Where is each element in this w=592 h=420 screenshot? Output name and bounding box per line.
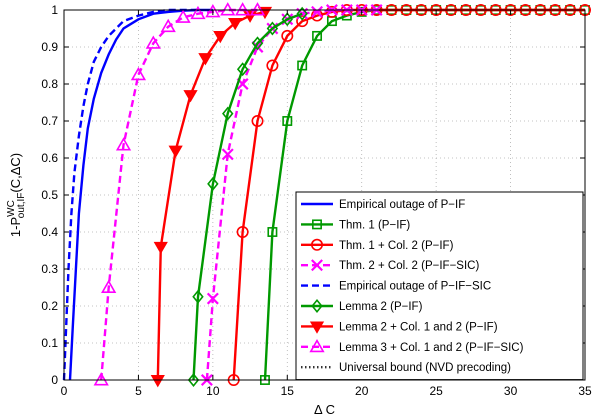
marker-diamond	[222, 106, 234, 121]
legend-entry: Thm. 1 + Col. 2 (P−IF)	[301, 238, 454, 252]
marker-diamond	[281, 12, 293, 27]
marker-circle	[281, 29, 294, 42]
y-tick-label: 0.3	[41, 262, 58, 276]
y-label-sub: out,IF	[16, 193, 27, 219]
marker-triangle-up	[205, 3, 221, 18]
legend-label: Thm. 1 (P−IF)	[339, 219, 410, 231]
marker-triangle-down	[150, 375, 165, 388]
marker-triangle-down	[183, 90, 198, 103]
legend-entry: Thm. 2 + Col. 2 (P−IF−SIC)	[301, 259, 479, 272]
y-tick-label: 0	[51, 373, 58, 387]
y-label-main: 1-P	[8, 217, 23, 237]
series-0	[68, 8, 213, 381]
marker-diamond	[207, 176, 219, 191]
legend-label: Thm. 1 + Col. 2 (P−IF)	[339, 240, 454, 252]
marker-triangle-up	[101, 279, 117, 293]
marker-square	[312, 219, 322, 230]
legend-label: Lemma 2 (P−IF)	[339, 301, 423, 313]
x-tick-label: 10	[206, 384, 220, 398]
y-label-sup: WC	[6, 200, 17, 217]
marker-triangle-down	[198, 53, 213, 66]
marker-triangle-down	[168, 145, 183, 158]
x-tick-label: 35	[578, 384, 592, 398]
chart-legend: Empirical outage of P−IF Thm. 1 (P−IF) Thm…	[295, 191, 584, 381]
marker-circle	[251, 115, 264, 128]
x-tick-label: 25	[429, 384, 443, 398]
marker-triangle-down	[309, 321, 325, 334]
x-tick-label: 20	[355, 384, 369, 398]
legend-label: Lemma 2 + Col. 1 and 2 (P−IF)	[339, 321, 498, 333]
marker-square	[267, 227, 278, 237]
marker-x	[311, 5, 324, 18]
marker-x	[311, 259, 323, 272]
series-5	[187, 6, 308, 387]
x-axis-label: Δ C	[314, 402, 335, 417]
x-tick-label: 30	[504, 384, 518, 398]
marker-triangle-up	[175, 9, 191, 23]
legend-entry: Lemma 2 + Col. 1 and 2 (P−IF)	[301, 321, 498, 334]
marker-triangle-up	[160, 18, 176, 33]
legend-entry: Empirical outage of P−IF	[301, 199, 465, 211]
y-axis-label: 1-PWCout,IF(C,ΔC)	[6, 153, 27, 237]
series-4	[62, 8, 198, 381]
legend-label: Empirical outage of P−IF−SIC	[339, 281, 491, 293]
legend-entry: Lemma 3 + Col. 1 and 2 (P−IF−SIC)	[301, 338, 524, 354]
marker-triangle-down	[228, 17, 243, 31]
marker-triangle-up	[249, 2, 266, 16]
marker-diamond	[236, 62, 249, 77]
marker-triangle-down	[153, 241, 168, 255]
legend-box	[295, 191, 584, 381]
legend-label: Thm. 2 + Col. 2 (P−IF−SIC)	[339, 260, 479, 272]
marker-diamond	[251, 36, 264, 51]
marker-diamond	[296, 6, 308, 21]
y-tick-label: 0.4	[41, 225, 58, 239]
y-tick-label: 0.9	[41, 40, 58, 54]
y-tick-label: 1	[51, 3, 58, 17]
marker-diamond	[187, 373, 200, 387]
marker-square	[282, 116, 293, 126]
y-tick-label: 0.1	[41, 336, 58, 350]
marker-triangle-up	[93, 372, 109, 386]
marker-circle	[266, 59, 279, 72]
legend-entry: Empirical outage of P−IF−SIC	[301, 281, 491, 293]
marker-square	[297, 60, 308, 71]
marker-triangle-up	[190, 5, 206, 20]
marker-triangle-up	[130, 66, 147, 81]
legend-label: Universal bound (NVD precoding)	[339, 362, 511, 374]
marker-diamond	[311, 299, 323, 313]
marker-circle	[310, 238, 323, 251]
marker-diamond	[266, 21, 279, 36]
marker-triangle-up	[220, 2, 236, 16]
legend-entry: Universal bound (NVD precoding)	[301, 362, 511, 374]
legend-entry: Thm. 1 (P−IF)	[301, 219, 410, 231]
y-label-tail: (C,ΔC)	[8, 153, 23, 193]
legend-label: Lemma 3 + Col. 1 and 2 (P−IF−SIC)	[339, 342, 524, 354]
legend-entry: Lemma 2 (P−IF)	[301, 299, 423, 313]
marker-triangle-down	[242, 10, 258, 23]
marker-triangle-up	[115, 137, 132, 151]
marker-triangle-down	[213, 30, 228, 44]
x-tick-label: 5	[135, 384, 142, 398]
y-tick-label: 0.8	[41, 77, 58, 91]
marker-x	[221, 148, 234, 161]
y-tick-label: 0.2	[41, 299, 58, 313]
series-line	[192, 12, 303, 381]
marker-triangle-up	[309, 338, 325, 353]
x-tick-label: 0	[61, 384, 68, 398]
legend-label: Empirical outage of P−IF	[339, 199, 465, 211]
y-tick-label: 0.5	[41, 188, 58, 202]
marker-triangle-up	[235, 2, 251, 16]
series-line	[62, 8, 198, 381]
y-tick-label: 0.6	[41, 151, 58, 165]
marker-x	[206, 292, 219, 305]
x-tick-label: 15	[281, 384, 295, 398]
marker-circle	[296, 15, 309, 28]
marker-circle	[236, 226, 249, 239]
series-line	[68, 8, 213, 381]
marker-diamond	[192, 289, 204, 304]
y-tick-label: 0.7	[41, 114, 58, 128]
marker-triangle-up	[145, 35, 161, 49]
marker-square	[312, 30, 323, 41]
